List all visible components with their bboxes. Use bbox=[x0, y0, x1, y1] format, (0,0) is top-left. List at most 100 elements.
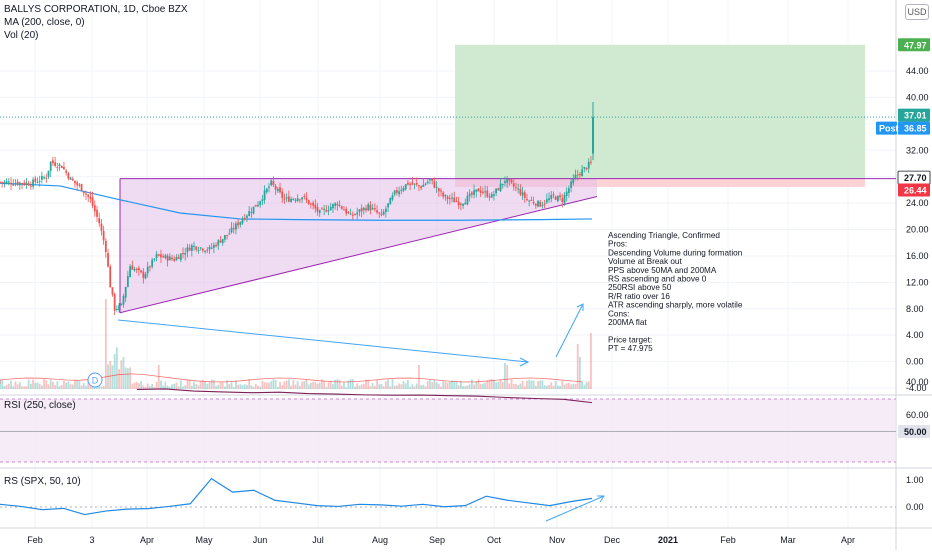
price-tick-label: 8.00 bbox=[906, 304, 924, 314]
candle-body bbox=[175, 257, 178, 261]
volume-bar bbox=[204, 381, 206, 389]
volume-bar bbox=[135, 381, 138, 389]
candle-body bbox=[504, 181, 506, 183]
volume-bar bbox=[539, 380, 542, 389]
volume-bar bbox=[199, 380, 202, 389]
volume-bar bbox=[325, 386, 328, 389]
candle-body bbox=[468, 193, 471, 197]
volume-bar bbox=[208, 381, 211, 389]
volume-bar bbox=[303, 381, 306, 389]
dividend-badge-label: D bbox=[92, 376, 99, 386]
volume-bar bbox=[327, 382, 330, 389]
volume-bar bbox=[248, 379, 251, 389]
candle-body bbox=[298, 199, 301, 201]
volume-layer bbox=[0, 299, 592, 389]
volume-bar bbox=[570, 384, 572, 389]
volume-bar bbox=[18, 382, 21, 389]
volume-bar bbox=[316, 383, 319, 389]
volume-bar bbox=[484, 382, 486, 389]
candle-body bbox=[429, 179, 431, 181]
volume-bar bbox=[5, 384, 8, 389]
volume-bar bbox=[144, 386, 147, 389]
candle-body bbox=[360, 208, 363, 212]
candle-body bbox=[369, 204, 372, 211]
volume-bar bbox=[528, 379, 531, 389]
stop-zone bbox=[455, 178, 865, 187]
volume-trend-arrow bbox=[117, 319, 529, 363]
candle-body bbox=[265, 188, 268, 193]
candle-body bbox=[144, 273, 147, 279]
volume-bar bbox=[87, 379, 90, 389]
candle-body bbox=[65, 170, 68, 173]
candle-body bbox=[217, 240, 220, 246]
candle-body bbox=[378, 212, 381, 214]
price-label-value: 37.01 bbox=[904, 111, 927, 121]
candle-body bbox=[193, 245, 195, 247]
volume-bar bbox=[556, 385, 559, 389]
volume-bar bbox=[290, 385, 292, 389]
candle-body bbox=[448, 197, 451, 200]
volume-bar bbox=[519, 383, 522, 389]
volume-bar bbox=[184, 385, 187, 389]
candle-body bbox=[340, 206, 343, 209]
volume-bar bbox=[142, 385, 145, 389]
candle-body bbox=[347, 212, 350, 214]
candle-body bbox=[182, 252, 184, 254]
time-axis-label: Nov bbox=[549, 535, 566, 545]
volume-bar bbox=[336, 379, 339, 389]
candle-body bbox=[407, 182, 409, 185]
volume-bar bbox=[585, 381, 588, 389]
candle-body bbox=[437, 188, 440, 192]
candle-body bbox=[36, 181, 39, 183]
volume-bar bbox=[63, 380, 65, 389]
volume-bar bbox=[409, 386, 412, 389]
price-tick-label: 0.00 bbox=[906, 357, 924, 367]
volume-bar bbox=[60, 385, 63, 389]
candle-body bbox=[567, 188, 570, 193]
time-axis-label: Oct bbox=[487, 535, 502, 545]
candle-body bbox=[254, 204, 257, 207]
volume-bar bbox=[301, 381, 303, 389]
volume-bar bbox=[552, 385, 555, 389]
candle-body bbox=[82, 191, 85, 194]
indicator-layer bbox=[0, 388, 593, 516]
annotation-line: RS ascending and above 0 bbox=[608, 275, 707, 284]
volume-bar bbox=[351, 379, 354, 389]
volume-bar bbox=[590, 333, 592, 389]
candle-body bbox=[228, 233, 231, 235]
volume-bar bbox=[186, 380, 189, 389]
candle-body bbox=[164, 255, 167, 258]
candle-body bbox=[321, 208, 323, 210]
candle-body bbox=[49, 161, 52, 171]
candle-body bbox=[67, 173, 70, 179]
candle-body bbox=[495, 188, 498, 194]
volume-bar bbox=[274, 379, 277, 389]
candle-body bbox=[47, 170, 50, 177]
time-axis-label: Apr bbox=[140, 535, 154, 545]
volume-bar bbox=[565, 383, 568, 389]
candle-body bbox=[151, 259, 154, 267]
candle-body bbox=[27, 183, 30, 186]
candle-body bbox=[190, 245, 193, 251]
candle-body bbox=[246, 215, 248, 218]
volume-ma-line bbox=[0, 373, 583, 384]
volume-bar bbox=[131, 384, 134, 389]
candle-body bbox=[118, 305, 120, 311]
candle-body bbox=[243, 217, 246, 220]
volume-bar bbox=[526, 380, 528, 389]
volume-bar bbox=[113, 354, 116, 389]
currency-button[interactable]: USD bbox=[905, 4, 929, 20]
candle-body bbox=[188, 247, 191, 251]
volume-bar bbox=[345, 386, 348, 389]
volume-bar bbox=[52, 381, 54, 389]
price-label-value: 26.44 bbox=[904, 185, 927, 195]
candle-body bbox=[521, 192, 524, 196]
candle-body bbox=[104, 240, 107, 252]
candle-body bbox=[389, 198, 392, 205]
candle-body bbox=[490, 194, 493, 198]
candle-body bbox=[126, 276, 129, 287]
volume-bar bbox=[58, 386, 61, 389]
volume-bar bbox=[14, 381, 17, 389]
